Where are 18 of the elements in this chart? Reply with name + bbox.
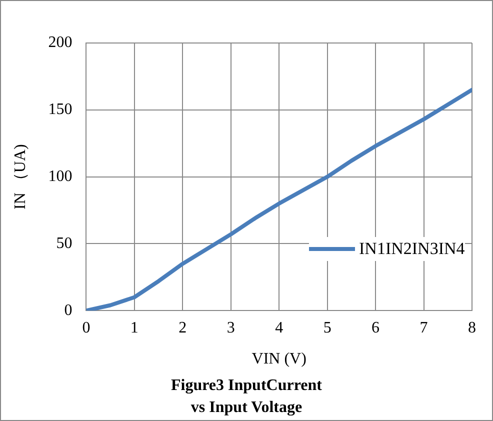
x-tick-label: 3 — [226, 319, 235, 336]
x-tick-label: 1 — [130, 319, 138, 336]
text: Figure3 InputCurrent vs Input Voltage — [170, 376, 323, 418]
y-axis-title: IN （UA) — [12, 144, 29, 210]
y-tick-label: 100 — [48, 168, 72, 186]
y-tick-label: 0 — [64, 302, 72, 319]
x-tick-label: 4 — [275, 319, 284, 336]
legend-label: IN1IN2IN3IN4 — [359, 239, 465, 259]
y-tick-label: 150 — [48, 101, 72, 118]
x-tick-label: 5 — [323, 319, 332, 336]
y-tick-label: 50 — [56, 234, 72, 252]
x-axis-title: VIN (V) — [252, 350, 306, 368]
x-tick-label: 2 — [178, 319, 187, 336]
x-tick-label: 0 — [82, 319, 90, 336]
x-tick-label: 8 — [468, 319, 476, 336]
x-tick-label: 6 — [372, 319, 380, 336]
y-tick-label: 200 — [48, 34, 72, 52]
x-tick-label: 7 — [420, 319, 428, 336]
